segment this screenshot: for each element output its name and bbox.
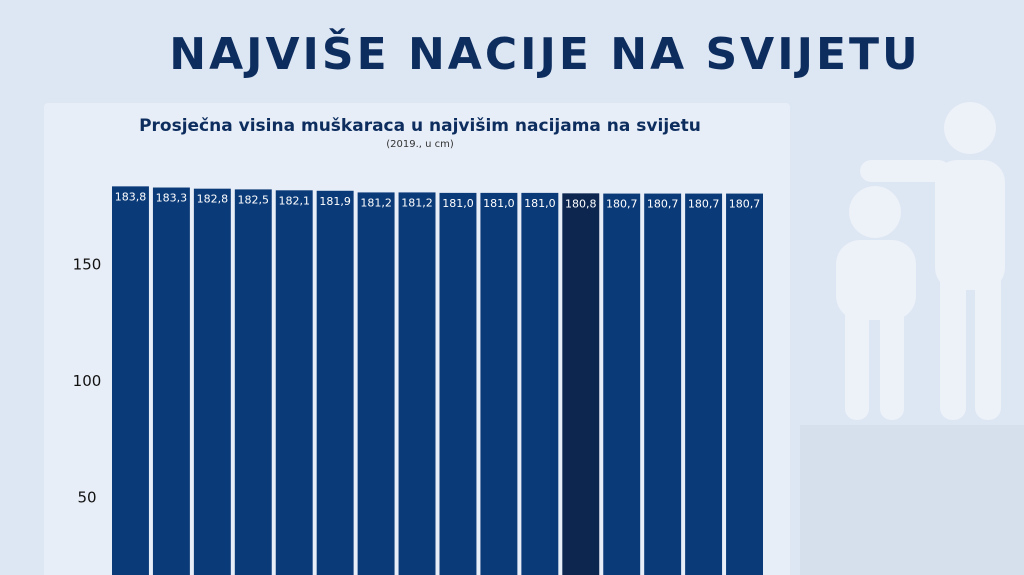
y-tick-label: 150 bbox=[73, 256, 102, 274]
bar bbox=[398, 192, 436, 575]
value-label: 180,7 bbox=[606, 198, 638, 211]
value-label: 180,7 bbox=[729, 198, 761, 211]
bar bbox=[275, 190, 313, 575]
bar bbox=[521, 192, 559, 575]
page-title: NAJVIŠE NACIJE NA SVIJETU bbox=[169, 27, 921, 80]
y-tick-label: 50 bbox=[77, 489, 96, 507]
y-tick-label: 100 bbox=[73, 372, 102, 390]
value-label: 181,0 bbox=[524, 197, 556, 210]
bar bbox=[152, 187, 190, 575]
bar bbox=[685, 193, 723, 575]
value-label: 181,0 bbox=[442, 197, 474, 210]
value-label: 180,7 bbox=[688, 198, 720, 211]
value-label: 183,8 bbox=[115, 190, 147, 203]
bar bbox=[562, 193, 600, 575]
chart-subtitle: Prosječna visina muškaraca u najvišim na… bbox=[139, 116, 701, 136]
floor bbox=[800, 425, 1024, 575]
value-label: 182,8 bbox=[197, 193, 229, 206]
value-label: 182,5 bbox=[238, 193, 270, 206]
bar bbox=[316, 190, 354, 575]
people-illustration bbox=[836, 102, 1005, 420]
value-label: 182,1 bbox=[278, 194, 310, 207]
chart-note: (2019., u cm) bbox=[386, 139, 454, 150]
bar bbox=[726, 193, 763, 575]
value-label: 180,7 bbox=[647, 198, 679, 211]
bar bbox=[234, 189, 272, 575]
bar bbox=[357, 192, 395, 575]
bar bbox=[193, 188, 231, 575]
bar bbox=[644, 193, 682, 575]
bar bbox=[480, 192, 518, 575]
value-label: 181,0 bbox=[483, 197, 515, 210]
value-label: 181,9 bbox=[319, 195, 351, 208]
value-label: 180,8 bbox=[565, 197, 597, 210]
bar bbox=[112, 186, 149, 575]
value-label: 181,2 bbox=[360, 196, 392, 209]
value-label: 181,2 bbox=[401, 196, 433, 209]
bar bbox=[439, 192, 477, 575]
value-label: 183,3 bbox=[156, 192, 188, 205]
bar bbox=[603, 193, 641, 575]
